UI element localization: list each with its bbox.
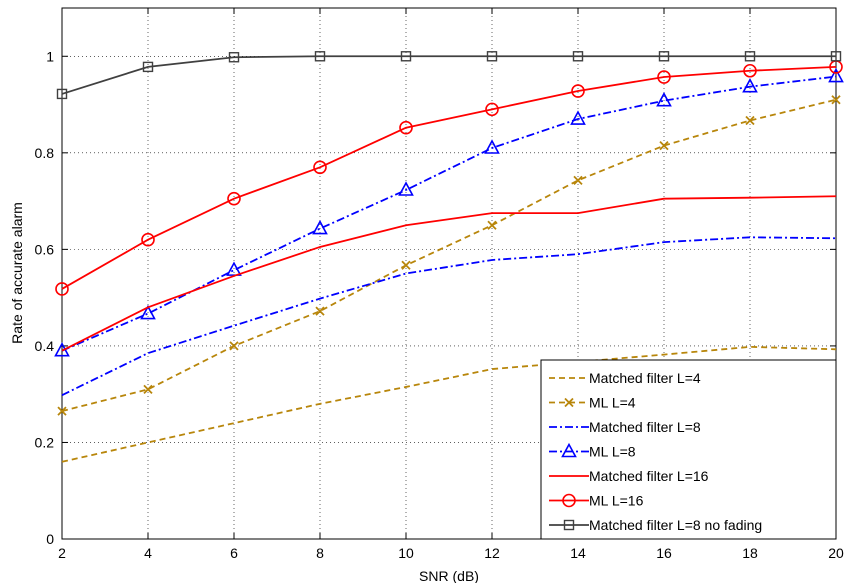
data-point — [140, 304, 156, 320]
data-point — [229, 341, 239, 351]
legend-item-7: Matched filter L=8 no fading — [549, 517, 762, 533]
legend-box — [540, 359, 837, 540]
legend-label: Matched filter L=16 — [589, 468, 709, 484]
data-point — [744, 51, 756, 62]
data-point — [656, 92, 672, 107]
legend-label: ML L=4 — [589, 395, 636, 411]
data-point — [745, 115, 755, 126]
data-point — [56, 88, 68, 100]
data-point — [141, 232, 155, 247]
data-point — [487, 220, 497, 230]
data-point — [657, 70, 671, 84]
series-line — [61, 55, 836, 95]
x-tick-label: 18 — [742, 545, 758, 561]
series-2 — [57, 95, 841, 416]
series-line — [61, 98, 837, 412]
data-point — [485, 102, 499, 117]
series-5 — [61, 195, 837, 352]
series-line — [61, 345, 837, 463]
data-point — [400, 51, 412, 62]
series-6 — [55, 60, 843, 296]
y-tick-label: 1 — [46, 48, 54, 64]
data-point — [57, 406, 67, 416]
legend-marker — [564, 397, 574, 408]
y-tick-label: 0.6 — [35, 241, 55, 257]
x-tick-label: 4 — [144, 545, 152, 561]
legend-label: ML L=8 — [589, 444, 636, 460]
data-point — [742, 78, 758, 93]
legend-label: Matched filter L=8 — [589, 419, 701, 435]
data-point — [313, 160, 327, 175]
legend-marker — [563, 519, 575, 531]
legend: Matched filter L=4 ML L=4 Matched filter L… — [540, 359, 837, 540]
data-point — [227, 191, 241, 206]
data-point — [486, 51, 498, 62]
legend-item-5: Matched filter L=16 — [549, 468, 709, 484]
y-tick-label: 0.2 — [35, 434, 55, 450]
y-tick-label: 0 — [46, 531, 54, 547]
x-tick-label: 10 — [398, 545, 414, 561]
y-tick-label: 0.4 — [35, 338, 55, 354]
data-point — [228, 52, 240, 63]
legend-item-3: Matched filter L=8 — [549, 419, 701, 435]
data-point — [830, 51, 842, 62]
series-line — [61, 195, 837, 352]
data-point — [743, 63, 757, 78]
series-4 — [54, 67, 844, 357]
data-point — [658, 51, 670, 62]
data-point — [570, 110, 586, 125]
legend-item-6: ML L=16 — [549, 493, 644, 509]
series-line — [61, 65, 837, 290]
x-axis-label: SNR (dB) — [419, 568, 479, 583]
x-tick-label: 16 — [656, 545, 672, 561]
x-tick-label: 8 — [316, 545, 324, 561]
legend-item-2: ML L=4 — [549, 395, 636, 411]
x-tick-label: 12 — [484, 545, 500, 561]
legend-marker — [561, 442, 577, 458]
legend-label: ML L=16 — [589, 493, 644, 509]
data-point — [314, 51, 326, 62]
data-point — [573, 175, 583, 185]
series-1 — [61, 345, 837, 463]
data-point — [572, 51, 584, 62]
series-layer — [54, 51, 844, 463]
data-point — [142, 61, 154, 73]
x-tick-label: 6 — [230, 545, 238, 561]
data-point — [398, 181, 414, 196]
data-point — [828, 67, 844, 83]
legend-marker — [562, 493, 576, 508]
series-3 — [61, 236, 837, 396]
series-7 — [56, 51, 842, 100]
data-point — [55, 282, 69, 296]
legend-label: Matched filter L=4 — [589, 370, 701, 386]
data-point — [399, 120, 413, 135]
data-point — [571, 84, 585, 98]
x-tick-label: 20 — [828, 545, 844, 561]
x-tick-label: 14 — [570, 545, 586, 561]
data-point — [659, 140, 669, 151]
data-point — [143, 384, 153, 394]
y-axis-label: Rate of accurate alarm — [9, 202, 25, 344]
x-tick-label: 2 — [58, 545, 66, 561]
data-point — [831, 95, 841, 105]
legend-item-1: Matched filter L=4 — [549, 370, 701, 386]
y-tick-label: 0.8 — [35, 145, 55, 161]
axis-ticks: 2 4 6 8 10 12 14 16 18 20 0 0.2 0.4 0.6 0.8 1 — [35, 8, 844, 561]
data-point — [401, 260, 411, 270]
legend-label: Matched filter L=8 no fading — [589, 517, 762, 533]
data-point — [312, 219, 328, 235]
series-line — [61, 75, 837, 352]
data-point — [484, 139, 500, 154]
series-line — [61, 236, 837, 396]
legend-item-4: ML L=8 — [549, 442, 636, 460]
data-point — [315, 306, 325, 316]
